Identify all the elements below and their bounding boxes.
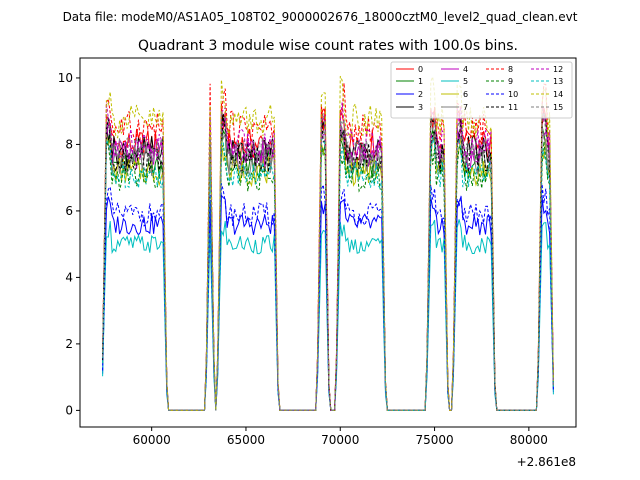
y-tick-label: 10: [58, 71, 73, 85]
legend-label-14: 14: [553, 90, 563, 99]
x-tick-label: 75000: [415, 433, 453, 447]
series-line-15: [102, 110, 554, 411]
legend-label-8: 8: [508, 65, 513, 74]
legend-label-6: 6: [463, 90, 468, 99]
legend-label-10: 10: [508, 90, 518, 99]
legend-label-9: 9: [508, 77, 513, 86]
y-tick-label: 8: [65, 137, 73, 151]
plot-frame: [79, 57, 577, 428]
x-axis: 60000 65000 70000 75000 80000: [133, 427, 548, 447]
legend-label-1: 1: [418, 77, 423, 86]
legend-label-4: 4: [463, 65, 468, 74]
x-offset-label: +2.861e8: [517, 455, 576, 469]
legend-label-12: 12: [553, 65, 563, 74]
legend-label-0: 0: [418, 65, 423, 74]
legend-label-11: 11: [508, 103, 518, 112]
legend-label-15: 15: [553, 103, 563, 112]
legend-label-7: 7: [463, 103, 468, 112]
legend-label-13: 13: [553, 77, 563, 86]
legend-label-3: 3: [418, 103, 423, 112]
chart-suptitle: Data file: modeM0/AS1A05_108T02_90000026…: [63, 10, 578, 24]
y-tick-label: 6: [65, 204, 73, 218]
legend-box: [390, 61, 573, 119]
x-tick-label: 60000: [133, 433, 171, 447]
chart-title: Quadrant 3 module wise count rates with …: [138, 38, 518, 54]
x-tick-label: 70000: [321, 433, 359, 447]
x-tick-label: 65000: [227, 433, 265, 447]
y-axis: 0 2 4 6 8 10: [58, 71, 80, 417]
plot-lines: [102, 75, 554, 411]
legend-label-2: 2: [418, 90, 423, 99]
legend-label-5: 5: [463, 77, 468, 86]
y-tick-label: 2: [65, 337, 73, 351]
x-tick-label: 80000: [510, 433, 548, 447]
y-tick-label: 4: [65, 270, 73, 284]
series-line-9: [102, 140, 554, 411]
y-tick-label: 0: [65, 403, 73, 417]
